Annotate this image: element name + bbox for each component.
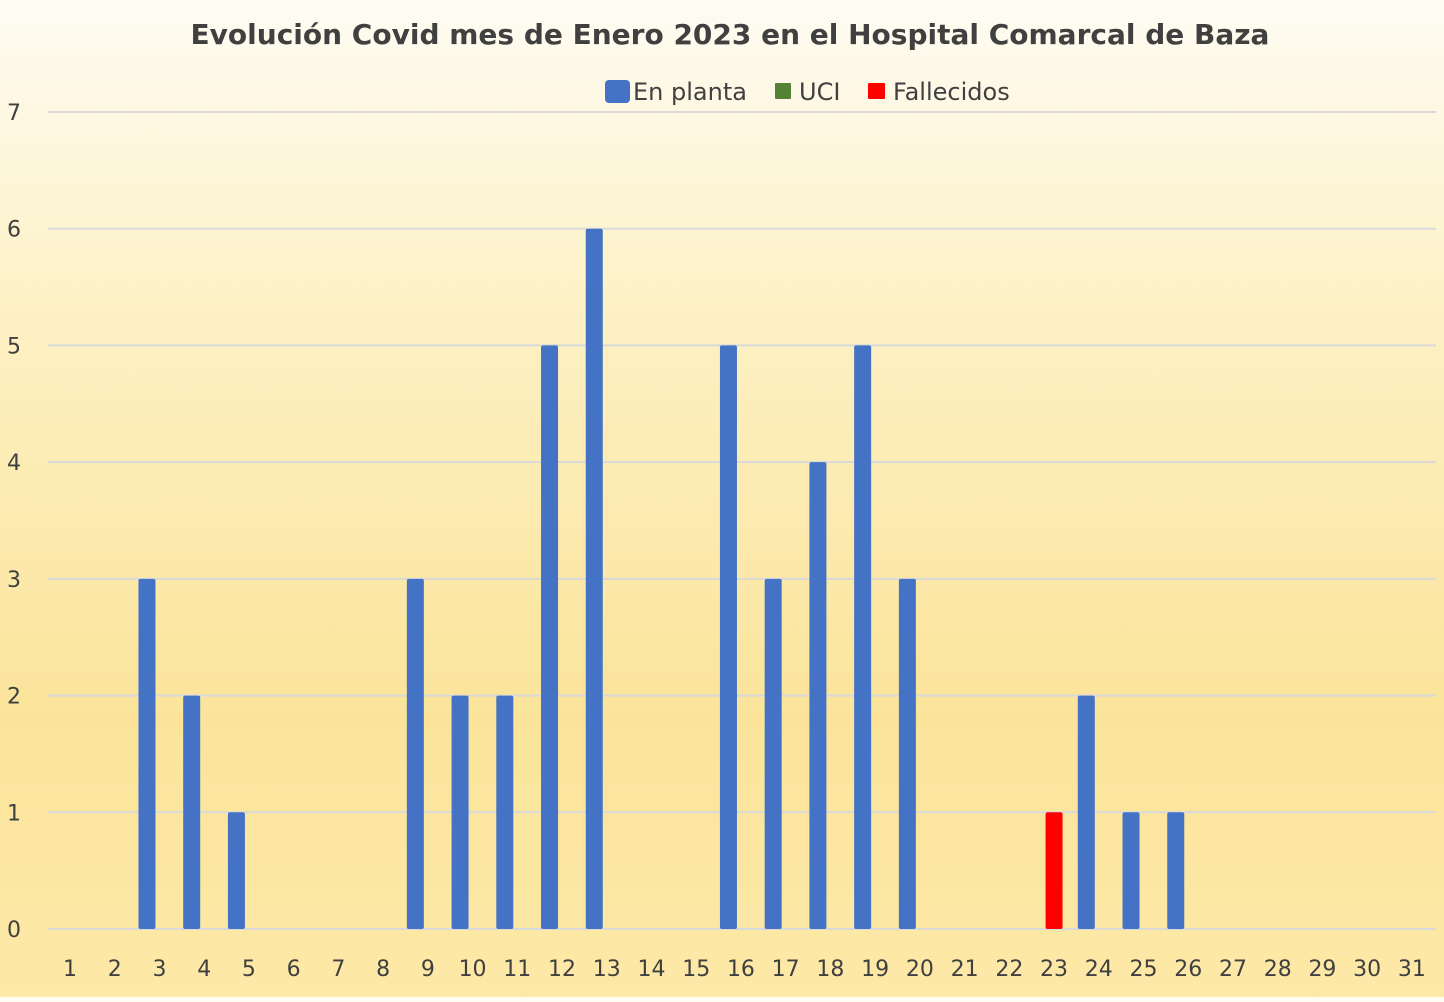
x-tick-label: 1 [63,957,77,982]
x-tick-label: 7 [331,957,345,982]
legend-label-uci: UCI [799,78,840,106]
y-tick-label: 5 [7,334,21,359]
x-tick-label: 8 [376,957,390,982]
x-tick-label: 10 [459,957,487,982]
bar-en-planta-day-19 [854,345,872,929]
bars [138,228,1185,929]
x-tick-label: 29 [1308,957,1336,982]
x-tick-label: 25 [1130,957,1158,982]
legend-swatch-en-planta [605,80,630,103]
legend: En planta UCI Fallecidos [605,78,1010,106]
x-tick-label: 28 [1264,957,1292,982]
y-tick-label: 7 [7,101,21,126]
x-tick-label: 14 [637,957,665,982]
legend-label-en-planta: En planta [633,78,747,106]
y-tick-label: 1 [7,801,21,826]
bar-en-planta-day-9 [406,578,424,929]
x-tick-label: 30 [1353,957,1381,982]
x-tick-label: 9 [421,957,435,982]
x-tick-label: 12 [548,957,576,982]
y-tick-label: 2 [7,685,21,710]
x-tick-label: 21 [951,957,979,982]
x-tick-label: 3 [152,957,166,982]
x-tick-label: 15 [682,957,710,982]
x-tick-label: 23 [1040,957,1068,982]
x-tick-label: 2 [108,957,122,982]
bar-en-planta-day-11 [496,695,514,929]
x-tick-label: 27 [1219,957,1247,982]
x-tick-label: 13 [593,957,621,982]
x-tick-label: 6 [287,957,301,982]
bar-en-planta-day-26 [1167,812,1185,929]
bar-en-planta-day-5 [227,812,245,929]
bar-en-planta-day-4 [183,695,201,929]
x-tick-label: 22 [995,957,1023,982]
y-tick-label: 4 [7,451,21,476]
x-tick-label: 24 [1085,957,1113,982]
x-tick-label: 20 [906,957,934,982]
bar-en-planta-day-12 [541,345,559,929]
x-tick-label: 18 [816,957,844,982]
x-tick-label: 26 [1174,957,1202,982]
bar-fallecidos-day-23 [1045,812,1063,929]
bar-en-planta-day-20 [898,578,916,929]
x-tick-label: 4 [197,957,211,982]
bar-en-planta-day-3 [138,578,156,929]
y-axis-ticks: 0 1 2 3 4 5 6 7 [7,101,21,943]
x-tick-label: 17 [772,957,800,982]
y-tick-label: 6 [7,218,21,243]
legend-swatch-uci [775,83,791,99]
legend-swatch-fallecidos [868,83,885,99]
x-axis-ticks: 1 2 3 4 5 6 7 8 9 10 11 12 13 14 15 16 17 18 19 20 21 22 23 24 2… [63,957,1426,982]
x-tick-label: 19 [861,957,889,982]
gridlines [48,111,1436,930]
bar-en-planta-day-24 [1077,695,1095,929]
bar-en-planta-day-18 [809,462,827,929]
bar-en-planta-day-17 [764,578,782,929]
bar-en-planta-day-25 [1122,812,1140,929]
legend-label-fallecidos: Fallecidos [893,78,1010,106]
y-tick-label: 3 [7,568,21,593]
x-tick-label: 31 [1398,957,1426,982]
x-tick-label: 5 [242,957,256,982]
x-tick-label: 11 [503,957,531,982]
bar-en-planta-day-13 [585,228,603,929]
chart-title: Evolución Covid mes de Enero 2023 en el … [191,18,1270,51]
x-tick-label: 16 [727,957,755,982]
y-tick-label: 0 [7,918,21,943]
bar-en-planta-day-10 [451,695,469,929]
bar-en-planta-day-16 [719,345,737,929]
